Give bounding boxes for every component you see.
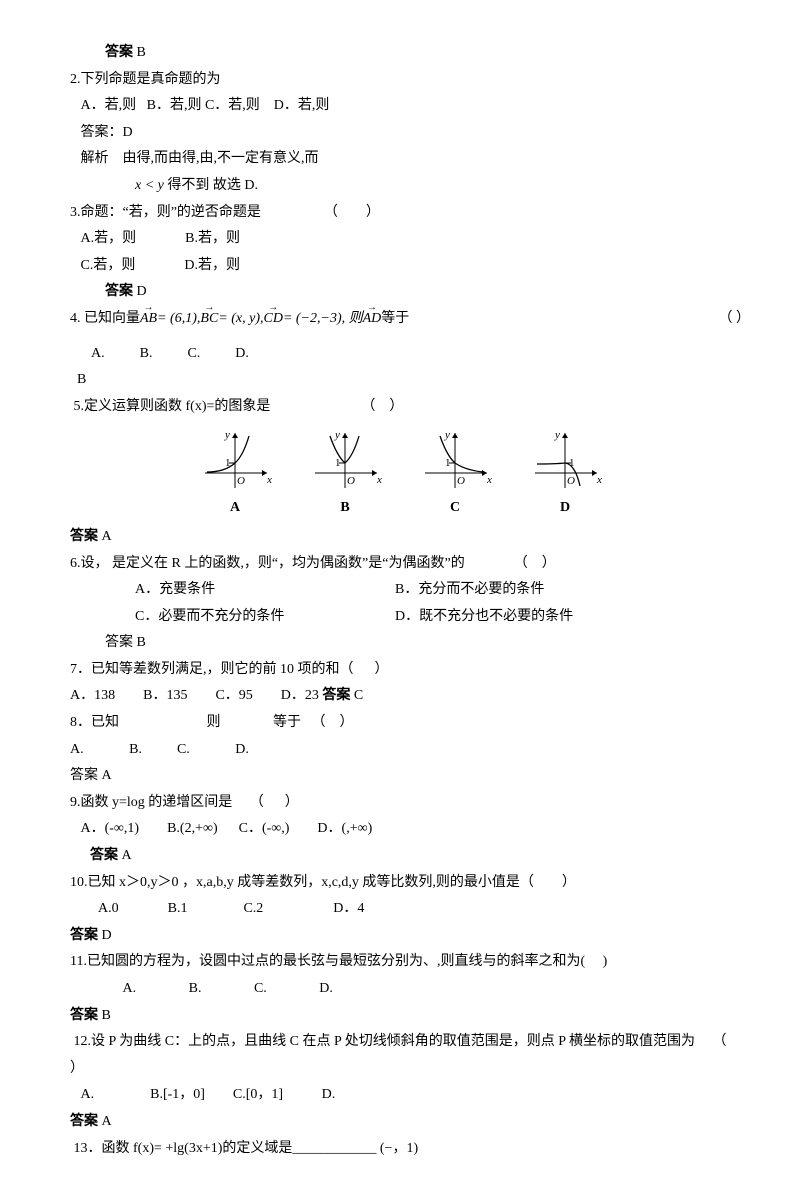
q11-opts: A. B. C. D. <box>50 976 750 1003</box>
svg-text:O: O <box>567 475 575 487</box>
q7-opts: A．138 B．135 C．95 D．23 <box>70 688 319 703</box>
answer-label: 答案 <box>105 45 133 60</box>
answer-label: 答案 <box>90 848 118 863</box>
q2-exp2-text: 得不到 故选 D. <box>167 178 258 193</box>
abv: = (6,1), <box>157 306 200 333</box>
svg-text:y: y <box>334 429 340 441</box>
q9-stem: 9.函数 y=log 的递增区间是 （ ） <box>50 790 750 817</box>
answer-label: 答案 <box>70 529 98 544</box>
q4-paren: （ ） <box>719 306 751 333</box>
q8-stem: 8．已知 则 等于 （ ） <box>50 710 750 737</box>
adv: 等于 <box>381 306 409 333</box>
label-a: A <box>195 495 275 522</box>
q6-opts1: A．充要条件 B．充分而不必要的条件 <box>50 577 750 604</box>
cdv: = (−2,−3), 则 <box>283 306 363 333</box>
label-c: C <box>415 495 495 522</box>
q2-stem: 2.下列命题是真命题的为 <box>50 67 750 94</box>
answer-label: 答案 <box>70 1114 98 1129</box>
q2-exp1: 解析 由得,而由得,由,不一定有意义,而 <box>50 146 750 173</box>
graph-c: x y O 1 C <box>415 428 495 522</box>
q5-answer: 答案 A <box>50 524 750 551</box>
q10-opts: A.0 B.1 C.2 D．4 <box>50 896 750 923</box>
q4-ans: B <box>50 367 750 394</box>
q12-stem: 12.设 P 为曲线 C：上的点，且曲线 C 在点 P 处切线倾斜角的取值范围是… <box>50 1029 750 1082</box>
q6-d: D．既不充分也不必要的条件 <box>395 604 573 631</box>
graph-b-svg: x y O 1 <box>305 428 385 493</box>
q5-graphs: x y O 1 A x y O 1 B <box>50 428 750 522</box>
svg-text:y: y <box>444 429 450 441</box>
q2-opts: A．若,则 B．若,则 C．若,则 D．若,则 <box>50 93 750 120</box>
q5-stem: 5.定义运算则函数 f(x)=的图象是 （ ） <box>50 394 750 421</box>
q6-stem: 6.设， 是定义在 R 上的函数,，则“，均为偶函数”是“为偶函数”的 （ ） <box>50 551 750 578</box>
svg-text:x: x <box>596 474 602 486</box>
q12-opts: A. B.[-1，0] C.[0，1] D. <box>50 1082 750 1109</box>
q6-opts2: C．必要而不充分的条件 D．既不充分也不必要的条件 <box>50 604 750 631</box>
graph-d: x y O 1 D <box>525 428 605 522</box>
q4-pre: 4. 已知向量 <box>70 306 140 333</box>
q9-answer: 答案 A <box>50 843 750 870</box>
q7-stem: 7．已知等差数列满足,，则它的前 10 项的和（ ） <box>50 657 750 684</box>
q5-ans: A <box>102 529 112 544</box>
q6-answer: 答案 B <box>50 630 750 657</box>
q7-opts-row: A．138 B．135 C．95 D．23 答案 C <box>50 683 750 710</box>
q1-answer: 答案 B <box>50 40 750 67</box>
answer-label: 答案 <box>70 928 98 943</box>
graph-b: x y O 1 B <box>305 428 385 522</box>
graph-a-svg: x y O 1 <box>195 428 275 493</box>
q12-ans: A <box>102 1114 112 1129</box>
q7-ans: C <box>354 688 363 703</box>
answer-label: 答案 <box>70 1008 98 1023</box>
svg-text:x: x <box>266 474 272 486</box>
svg-text:x: x <box>376 474 382 486</box>
q10-ans: D <box>102 928 112 943</box>
q10-answer: 答案 D <box>50 923 750 950</box>
svg-text:y: y <box>224 429 230 441</box>
q8-ans: 答案 A <box>50 763 750 790</box>
q6-b: B．充分而不必要的条件 <box>395 577 544 604</box>
xlty: x < y <box>135 178 164 193</box>
svg-text:O: O <box>237 475 245 487</box>
q2-exp2: x < y 得不到 故选 D. <box>50 173 750 200</box>
q1-ans: B <box>137 45 146 60</box>
svg-text:x: x <box>486 474 492 486</box>
q10-stem: 10.已知 x＞0,y＞0 ，x,a,b,y 成等差数列，x,c,d,y 成等比… <box>50 870 750 897</box>
svg-text:y: y <box>554 429 560 441</box>
q9-opts: A．(-∞,1) B.(2,+∞) C．(-∞,) D．(,+∞) <box>50 816 750 843</box>
q6-ans: B <box>137 635 146 650</box>
q8-opts: A. B. C. D. <box>50 737 750 764</box>
q11-stem: 11.已知圆的方程为，设圆中过点的最长弦与最短弦分别为、,则直线与的斜率之和为(… <box>50 949 750 976</box>
graph-c-svg: x y O 1 <box>415 428 495 493</box>
svg-text:O: O <box>347 475 355 487</box>
bcv: = (x, y), <box>218 306 263 333</box>
answer-label: 答案 <box>105 284 133 299</box>
graph-a: x y O 1 A <box>195 428 275 522</box>
answer-label: 答案 <box>105 635 133 650</box>
q4-stem: 4. 已知向量 → AB = (6,1), → BC = (x, y), → C… <box>50 306 750 333</box>
q9-ans: A <box>122 848 132 863</box>
q6-c: C．必要而不充分的条件 <box>135 604 395 631</box>
graph-d-svg: x y O 1 <box>525 428 605 493</box>
label-b: B <box>305 495 385 522</box>
q2-ans: 答案：D <box>50 120 750 147</box>
q13-stem: 13．函数 f(x)= +lg(3x+1)的定义域是____________ (… <box>50 1136 750 1163</box>
label-d: D <box>525 495 605 522</box>
q3-stem: 3.命题：“若，则”的逆否命题是 （ ） <box>50 200 750 227</box>
q4-opts: A. B. C. D. <box>50 341 750 368</box>
q3-l2: C.若，则 D.若，则 <box>50 253 750 280</box>
q11-ans: B <box>102 1008 111 1023</box>
q11-answer: 答案 B <box>50 1003 750 1030</box>
svg-text:O: O <box>457 475 465 487</box>
q3-l1: A.若，则 B.若，则 <box>50 226 750 253</box>
answer-label: 答案 <box>322 688 350 703</box>
q6-a: A．充要条件 <box>135 577 395 604</box>
